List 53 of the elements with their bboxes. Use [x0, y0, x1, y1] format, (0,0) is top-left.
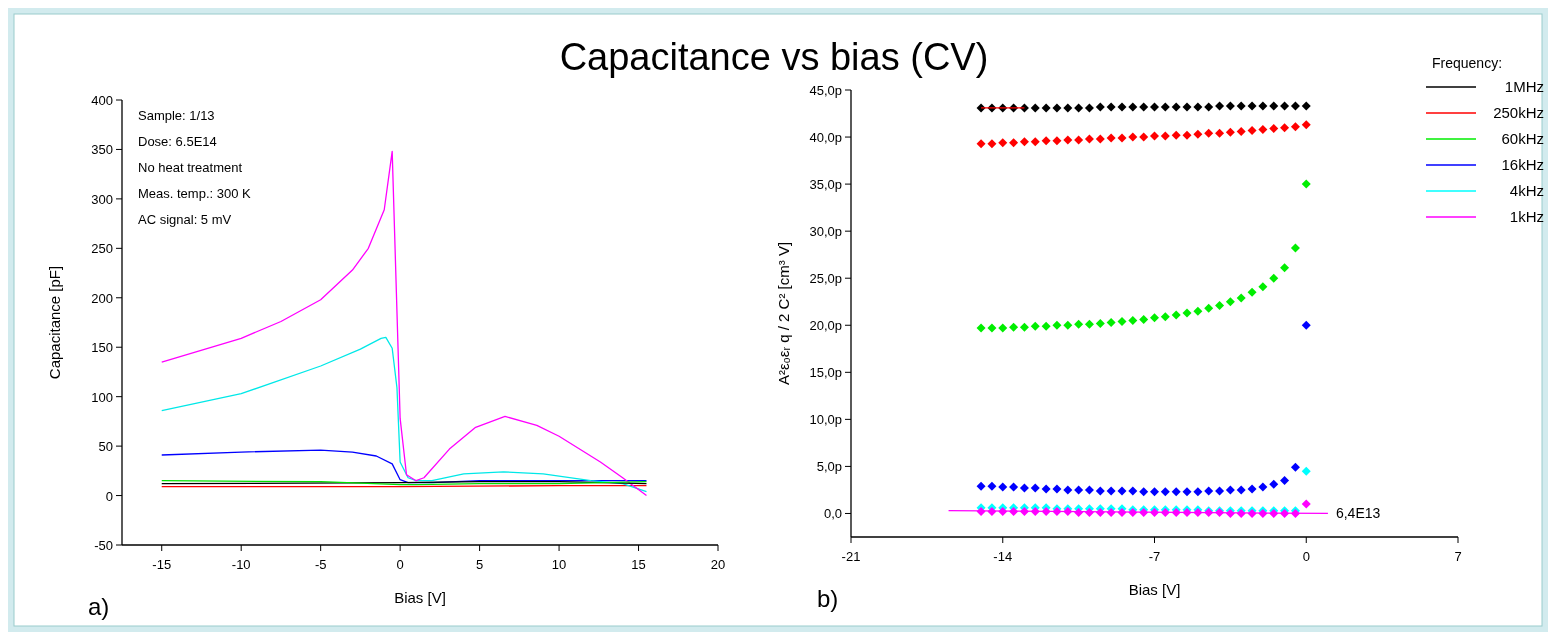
legend-label: 250kHz [1493, 104, 1544, 121]
x-axis-title: Bias [V] [394, 589, 446, 606]
annotation: No heat treatment [138, 160, 243, 175]
y-tick-label: 50 [98, 439, 113, 455]
y-tick-label: 30,0p [809, 224, 842, 240]
x-tick-label: 0 [396, 557, 404, 572]
y-tick-label: 5,0p [816, 459, 842, 475]
x-tick-label: -15 [152, 557, 172, 572]
legend-label: 1kHz [1509, 208, 1544, 225]
text: b) [817, 585, 839, 612]
legend-label: 1MHz [1504, 78, 1544, 95]
y-tick-label: 250 [91, 241, 113, 257]
x-tick-label: -5 [314, 557, 327, 572]
x-tick-label: -7 [1148, 549, 1161, 564]
y-tick-label: 20,0p [809, 318, 842, 334]
y-tick-label: 300 [91, 191, 113, 207]
y-tick-label: 45,0p [809, 83, 842, 98]
x-tick-label: 15 [631, 557, 646, 572]
y-tick-label: 400 [91, 93, 113, 108]
legend-label: 4kHz [1509, 182, 1544, 199]
annotation: Meas. temp.: 300 K [138, 186, 252, 201]
legend-label: 16kHz [1501, 156, 1544, 173]
x-tick-label: -14 [993, 549, 1013, 564]
x-tick-label: -21 [841, 549, 861, 564]
y-tick-label: 200 [91, 290, 113, 306]
y-tick-label: 15,0p [809, 365, 842, 381]
y-tick-label: 40,0p [809, 130, 842, 146]
y-tick-label: 25,0p [809, 271, 842, 287]
y-tick-label: 0 [105, 488, 113, 504]
legend-title: Frequency: [1432, 55, 1503, 71]
y-tick-label: 150 [91, 340, 113, 356]
y-tick-label: 35,0p [809, 177, 842, 193]
x-axis-title: Bias [V] [1128, 581, 1181, 598]
annotation: AC signal: 5 mV [138, 212, 232, 227]
y-tick-label: 100 [91, 389, 113, 405]
y-tick-label: 350 [91, 142, 113, 158]
x-tick-label: 10 [551, 557, 567, 572]
y-tick-label: -50 [94, 538, 113, 553]
annotation: Dose: 6.5E14 [138, 134, 217, 149]
x-tick-label: 20 [710, 557, 726, 572]
text: a) [88, 593, 110, 620]
x-tick-label: 0 [1302, 549, 1310, 564]
annotation: Sample: 1/13 [138, 108, 215, 123]
x-tick-label: 5 [475, 557, 484, 572]
x-tick-label: 7 [1454, 549, 1462, 564]
y-tick-label: 0,0 [823, 506, 842, 522]
y-tick-label: 10,0p [809, 412, 842, 428]
chart-title: Capacitance vs bias (CV) [559, 36, 989, 78]
x-tick-label: -10 [231, 557, 251, 572]
y-axis-title: Capacitance [pF] [46, 265, 63, 380]
legend-label: 60kHz [1501, 130, 1544, 147]
annotation: 6,4E13 [1335, 505, 1381, 522]
y-axis-title: A²ε₀εᵣ q / 2 C² [cm³ V] [775, 241, 792, 386]
